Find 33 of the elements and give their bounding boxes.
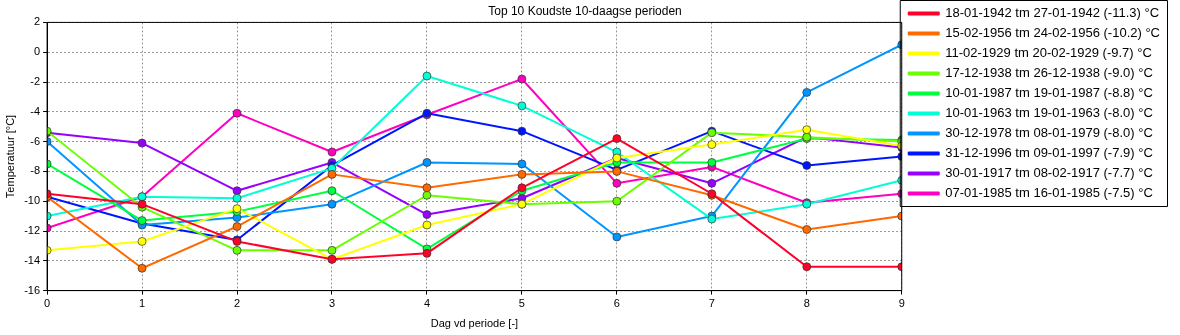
x-tick-label: 0 <box>44 297 51 310</box>
y-axis-title: Temperatuur [°C] <box>3 114 16 199</box>
x-axis-title: Dag vd periode [-] <box>430 317 519 330</box>
y-tick-label: -12 <box>24 224 41 237</box>
x-tick-label: 3 <box>328 297 336 310</box>
legend-label: 15-02-1956 tm 24-02-1956 (-10.2) °C <box>945 25 1161 41</box>
y-tick-label: 2 <box>33 15 41 28</box>
y-tick-label: -10 <box>24 194 41 207</box>
legend-label: 17-12-1938 tm 26-12-1938 (-9.0) °C <box>945 65 1153 81</box>
legend-label: 10-01-1987 tm 19-01-1987 (-8.8) °C <box>945 85 1153 101</box>
legend-label: 18-01-1942 tm 27-01-1942 (-11.3) °C <box>945 5 1160 21</box>
x-tick-label: 1 <box>139 297 146 310</box>
x-tick-label: 5 <box>518 297 525 310</box>
x-tick-label: 4 <box>423 297 430 310</box>
x-tick-label: 9 <box>898 297 905 310</box>
y-tick-label: -8 <box>30 164 41 177</box>
x-tick-label: 7 <box>708 297 715 310</box>
y-tick-label: -6 <box>30 134 41 147</box>
chart-title: Top 10 Koudste 10-daagse perioden <box>488 3 682 18</box>
x-tick-label: 8 <box>803 297 810 310</box>
y-tick-label: -4 <box>30 104 41 117</box>
y-tick-label: -16 <box>24 283 41 296</box>
x-tick-label: 6 <box>613 297 620 310</box>
legend-label: 11-02-1929 tm 20-02-1929 (-9.7) °C <box>945 45 1152 61</box>
x-tick-label: 2 <box>233 297 241 310</box>
legend-label: 10-01-1963 tm 19-01-1963 (-8.0) °C <box>945 105 1153 121</box>
legend-label: 30-01-1917 tm 08-02-1917 (-7.7) °C <box>945 165 1153 181</box>
y-tick-label: -2 <box>30 75 41 88</box>
legend-label: 31-12-1996 tm 09-01-1997 (-7.9) °C <box>945 145 1153 161</box>
y-tick-label: 0 <box>33 45 41 58</box>
legend-label: 07-01-1985 tm 16-01-1985 (-7.5) °C <box>945 185 1153 201</box>
legend-label: 30-12-1978 tm 08-01-1979 (-8.0) °C <box>945 125 1153 141</box>
y-tick-label: -14 <box>24 253 41 266</box>
